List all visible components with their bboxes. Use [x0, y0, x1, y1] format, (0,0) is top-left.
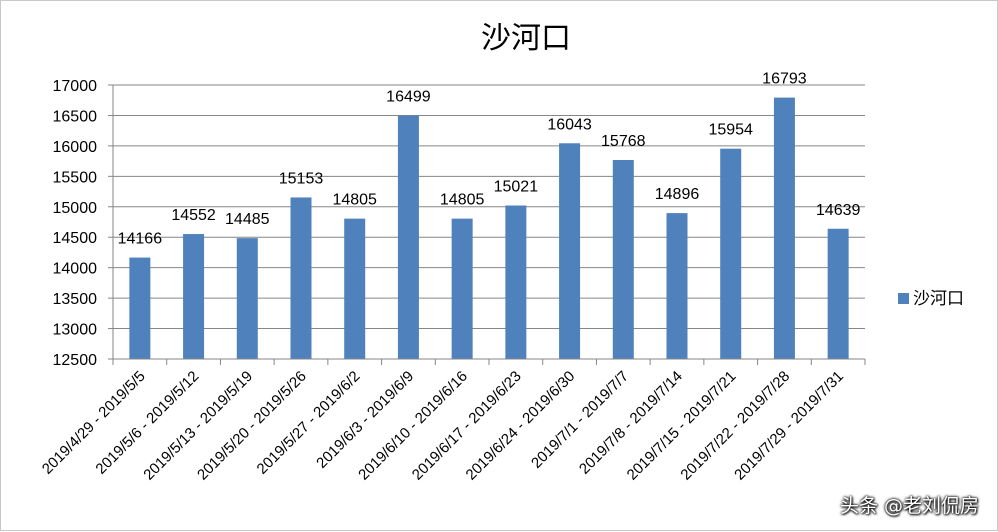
data-label: 15768 [601, 133, 646, 150]
data-label: 14485 [225, 211, 270, 228]
x-tick-label: 2019/5/6 - 2019/5/12 [92, 368, 202, 478]
y-tick-label: 13500 [53, 291, 98, 308]
x-tick-label: 2019/5/27 - 2019/6/2 [254, 368, 364, 478]
bar [129, 257, 151, 359]
data-label: 16499 [386, 89, 431, 106]
bar [827, 228, 849, 359]
y-tick-label: 16000 [53, 139, 98, 156]
y-tick-label: 13000 [53, 322, 98, 339]
x-tick-label: 2019/7/8 - 2019/7/14 [576, 368, 686, 478]
y-tick-label: 14000 [53, 261, 98, 278]
y-tick-label: 14500 [53, 230, 98, 247]
bar [612, 160, 634, 359]
data-label: 14166 [118, 231, 163, 248]
x-tick-label: 2019/7/1 - 2019/7/7 [528, 368, 632, 472]
x-tick-label: 2019/4/29 - 2019/5/5 [39, 368, 149, 478]
data-label: 14805 [332, 192, 377, 209]
data-label: 16043 [547, 116, 592, 133]
data-label: 14896 [655, 186, 700, 203]
chart-title: 沙河口 [481, 21, 571, 56]
bar [290, 197, 312, 359]
y-tick-label: 16500 [53, 108, 98, 125]
y-tick-label: 12500 [53, 352, 98, 369]
bar [505, 205, 527, 359]
bar [183, 234, 205, 359]
bar [344, 218, 366, 359]
bar [451, 218, 473, 359]
data-label: 14805 [440, 192, 485, 209]
data-label: 14639 [816, 202, 861, 219]
data-label: 14552 [171, 207, 216, 224]
bar [720, 148, 742, 359]
data-label: 15153 [279, 170, 324, 187]
y-tick-label: 17000 [53, 78, 98, 95]
bar [773, 97, 795, 359]
data-label: 15954 [708, 122, 753, 139]
x-tick-label: 2019/6/3 - 2019/6/9 [313, 368, 417, 472]
watermark: 头条 @老刘侃房 [839, 495, 979, 517]
legend-label: 沙河口 [913, 289, 964, 309]
bar [559, 143, 581, 359]
y-tick-label: 15000 [53, 200, 98, 217]
data-label: 16793 [762, 71, 807, 88]
data-label: 15021 [494, 178, 539, 195]
bar [236, 238, 258, 359]
x-tick-label: 2019/7/29 - 2019/7/31 [731, 368, 847, 484]
bar [397, 115, 419, 359]
y-tick-label: 15500 [53, 169, 98, 186]
legend-swatch [898, 293, 909, 304]
bar [666, 213, 688, 359]
